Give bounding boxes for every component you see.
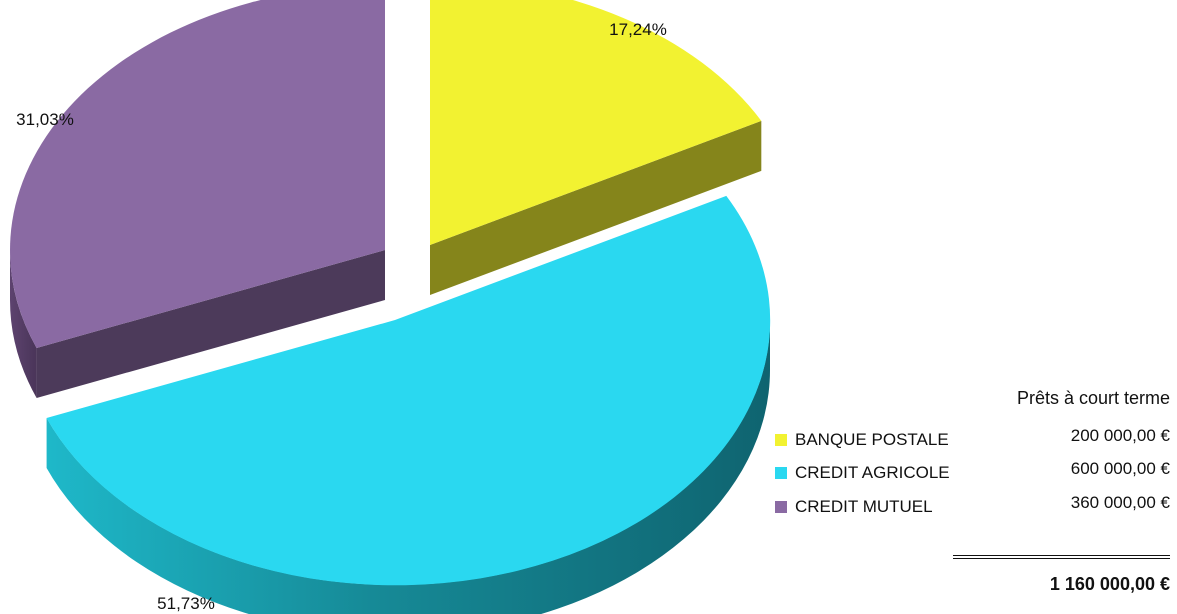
legend-swatch-credit-agricole <box>775 467 787 479</box>
pie-slice-credit-agricole <box>46 195 771 586</box>
legend-swatch-credit-mutuel <box>775 501 787 513</box>
amount-banque-postale: 200 000,00 € <box>1070 426 1170 445</box>
pie-slice-credit-mutuel <box>10 0 385 348</box>
legend-swatch-banque-postale <box>775 434 787 446</box>
legend-item-credit-mutuel: CREDIT MUTUEL 360 000,00 € <box>775 493 1170 525</box>
amount-credit-agricole: 600 000,00 € <box>1070 459 1170 478</box>
total-double-rule <box>953 555 1170 559</box>
legend-item-banque-postale: BANQUE POSTALE 200 000,00 € <box>775 426 1170 458</box>
summary-panel: Prêts à court terme BANQUE POSTALE 200 0… <box>775 388 1170 608</box>
total-amount: 1 160 000,00 € <box>1049 574 1170 594</box>
pie-rim-credit-mutuel <box>10 250 37 398</box>
data-label-banque-postale: 17,24% <box>609 20 667 39</box>
legend-item-credit-agricole: CREDIT AGRICOLE 600 000,00 € <box>775 459 1170 491</box>
pie-slice-banque-postale <box>430 0 762 245</box>
data-label-credit-mutuel: 31,03% <box>16 110 74 129</box>
pie-wall-banque-postale-1 <box>430 120 762 296</box>
amount-credit-mutuel: 360 000,00 € <box>1070 493 1170 512</box>
legend-label-credit-mutuel: CREDIT MUTUEL <box>795 497 933 516</box>
data-label-credit-agricole: 51,73% <box>157 594 215 613</box>
summary-column-title: Prêts à court terme <box>1016 388 1170 408</box>
pie-wall-credit-mutuel-0 <box>36 250 385 398</box>
legend-label-banque-postale: BANQUE POSTALE <box>795 430 949 449</box>
legend-label-credit-agricole: CREDIT AGRICOLE <box>795 463 950 482</box>
